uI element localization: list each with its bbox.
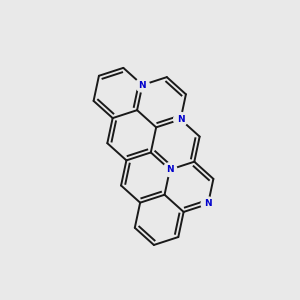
Text: N: N (139, 80, 146, 89)
Text: N: N (204, 200, 212, 208)
Circle shape (163, 163, 177, 177)
Text: N: N (177, 115, 184, 124)
Circle shape (201, 197, 215, 211)
Circle shape (136, 78, 149, 92)
Circle shape (174, 112, 188, 126)
Text: N: N (166, 165, 174, 174)
